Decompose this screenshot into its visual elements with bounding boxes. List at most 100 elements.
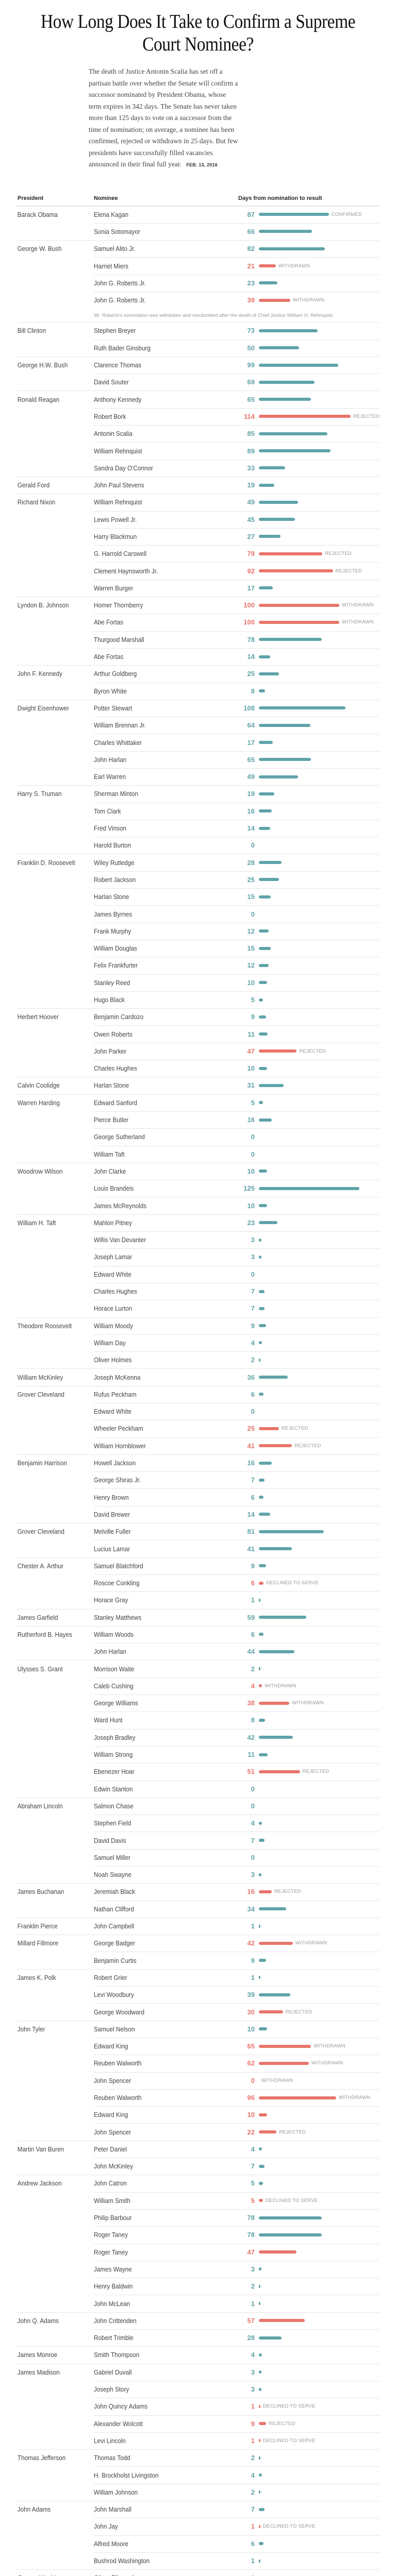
table-row: Stanley Reed 10 bbox=[16, 974, 380, 991]
nominee-name: Henry Baldwin bbox=[94, 2282, 133, 2291]
days-bar bbox=[259, 2267, 261, 2271]
days-bar bbox=[259, 1478, 265, 1482]
days-bar bbox=[259, 775, 299, 778]
days-cell: 15 bbox=[238, 944, 271, 952]
president-name: John Adams bbox=[17, 2505, 51, 2514]
days-value: 45 bbox=[247, 515, 255, 523]
nominee-name: Ward Hunt bbox=[94, 1716, 123, 1724]
days-cell: 25 bbox=[238, 876, 279, 884]
days-bar bbox=[259, 1307, 265, 1310]
president-name: George Washington bbox=[16, 2574, 86, 2576]
table-row: William Smith 5 DECLINED TO SERVE bbox=[16, 2192, 380, 2209]
table-row: George H.W. Bush Clarence Thomas 99 bbox=[16, 356, 380, 374]
days-cell: 0 bbox=[238, 1133, 259, 1141]
nominee-name: John Spencer bbox=[94, 2128, 131, 2136]
days-cell: 3 bbox=[238, 2368, 261, 2376]
days-cell: 1 bbox=[238, 2557, 260, 2565]
nominee-name: Edward Sanford bbox=[94, 1098, 137, 1107]
days-cell: 19 bbox=[238, 790, 274, 798]
days-bar bbox=[259, 1753, 268, 1756]
table-row: James Garfield Stanley Matthews 59 bbox=[16, 1608, 380, 1626]
days-value: 78 bbox=[247, 2231, 255, 2239]
days-bar bbox=[259, 1221, 277, 1225]
days-bar bbox=[259, 432, 327, 435]
days-value: 5 bbox=[251, 2179, 255, 2188]
days-cell: 0 bbox=[238, 1408, 259, 1415]
nominee-name: William Johnson bbox=[94, 2488, 138, 2496]
days-cell: 50 bbox=[238, 344, 299, 352]
days-value: 0 bbox=[251, 2076, 255, 2084]
table-row: John Parker 47 REJECTED bbox=[16, 1042, 380, 1060]
nominee-name: Fred Vinson bbox=[94, 824, 126, 833]
days-value: 34 bbox=[247, 1905, 255, 1913]
days-value: 44 bbox=[247, 1648, 255, 1656]
table-row: Robert Trimble 28 bbox=[16, 2329, 380, 2346]
days-bar bbox=[259, 2336, 282, 2340]
table-row: John G. Roberts Jr. 23 bbox=[16, 274, 380, 292]
nominee-name: Felix Frankfurter bbox=[94, 961, 138, 970]
nominee-name: Smith Thompson bbox=[94, 2351, 140, 2359]
days-value: 0 bbox=[251, 1408, 255, 1416]
table-row: John McLean 1 bbox=[16, 2295, 380, 2312]
table-row: David Davis 7 bbox=[16, 1832, 380, 1849]
table-row: Willis Van Devanter 3 bbox=[16, 1231, 380, 1248]
table-row: Harriet Miers 21 WITHDRAWN bbox=[16, 257, 380, 274]
days-value: 21 bbox=[247, 262, 255, 270]
nominee-name: George Williams bbox=[94, 1699, 138, 1707]
nominee-name: Horace Lurton bbox=[94, 1304, 133, 1313]
days-value: 59 bbox=[247, 1613, 255, 1621]
days-cell: 66 bbox=[238, 228, 312, 235]
days-cell: 79 REJECTED bbox=[238, 550, 352, 557]
table-row: Abe Fortas 100 WITHDRAWN bbox=[16, 614, 380, 631]
days-cell: 11 bbox=[238, 1751, 268, 1758]
days-cell: 39 bbox=[238, 1991, 290, 1998]
days-value: 2 bbox=[251, 2454, 255, 2462]
days-cell: 89 bbox=[238, 447, 331, 455]
days-cell: 0 bbox=[238, 910, 259, 918]
days-value: 125 bbox=[243, 1184, 255, 1193]
days-bar bbox=[259, 298, 290, 302]
nominee-name: Edward White bbox=[94, 1408, 131, 1416]
president-name: Franklin Pierce bbox=[17, 1922, 58, 1930]
nominee-name: John Quincy Adams bbox=[94, 2402, 148, 2411]
days-value: 42 bbox=[247, 1939, 255, 1947]
days-bar bbox=[259, 826, 270, 830]
nominee-name: Byron White bbox=[94, 687, 127, 695]
days-value: 10 bbox=[247, 2111, 255, 2119]
nominee-name: Robert Jackson bbox=[94, 875, 136, 884]
days-value: 23 bbox=[247, 1218, 255, 1227]
nominee-name: Charles Whittaker bbox=[94, 738, 142, 747]
days-value: 85 bbox=[247, 430, 255, 438]
days-cell: 78 bbox=[238, 2214, 322, 2222]
column-header-days: Days from nomination to result bbox=[238, 195, 322, 201]
days-cell: 15 bbox=[238, 893, 271, 901]
days-cell: 47 REJECTED bbox=[238, 1047, 326, 1055]
nominee-name: Anthony Kennedy bbox=[94, 395, 142, 403]
nominee-name: John Campbell bbox=[94, 1922, 135, 1930]
days-value: 27 bbox=[247, 532, 255, 540]
days-cell: 7 bbox=[238, 1287, 265, 1295]
days-cell: 57 bbox=[238, 2317, 305, 2325]
days-value: 47 bbox=[247, 2248, 255, 2256]
days-cell: 49 bbox=[238, 773, 299, 781]
president-name: James Garfield bbox=[17, 1613, 58, 1621]
nominee-name: Benjamin Cardozo bbox=[94, 1013, 144, 1021]
table-row: H. Brockholst Livingston 4 bbox=[16, 2466, 380, 2483]
table-row: Benjamin Harrison Howell Jackson 16 bbox=[16, 1454, 380, 1471]
days-value: 100 bbox=[243, 618, 255, 626]
president-name: Abraham Lincoln bbox=[17, 1802, 63, 1810]
table-row: William Brennan Jr. 64 bbox=[16, 717, 380, 734]
president-name: Warren Harding bbox=[17, 1098, 60, 1107]
table-row: Barack Obama Elena Kagan 87 CONFIRMED bbox=[16, 206, 380, 223]
days-cell: 14 bbox=[238, 653, 270, 660]
result-label: REJECTED bbox=[299, 1048, 326, 1054]
president-name: Grover Cleveland bbox=[17, 1528, 64, 1536]
nominee-name: Edward White bbox=[94, 1270, 131, 1278]
president-name: Theodore Roosevelt bbox=[17, 1321, 72, 1330]
days-cell: 1 DECLINED TO SERVE bbox=[238, 2437, 316, 2445]
table-row: Frank Murphy 12 bbox=[16, 922, 380, 940]
days-cell: 2 bbox=[238, 2488, 261, 2496]
nominee-name: Roger Taney bbox=[94, 2231, 128, 2239]
days-bar bbox=[259, 380, 315, 384]
days-cell: 4 bbox=[238, 2145, 262, 2153]
